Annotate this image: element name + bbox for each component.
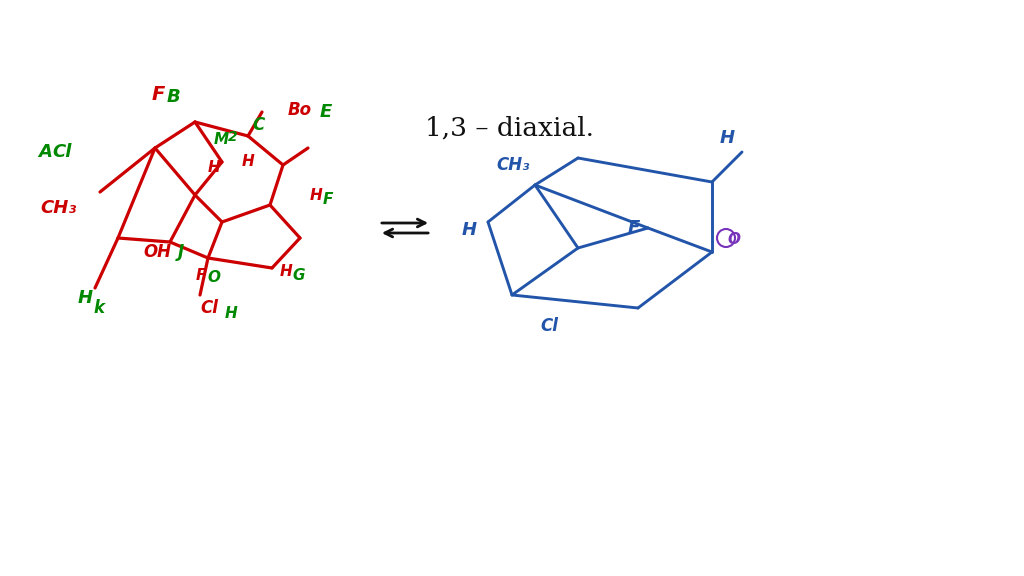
Text: F: F [628, 219, 640, 237]
Text: k: k [93, 299, 104, 317]
Text: CH₃: CH₃ [40, 199, 76, 217]
Text: F: F [196, 267, 207, 282]
Text: F: F [152, 85, 165, 104]
Text: B: B [167, 88, 181, 106]
Text: Cl: Cl [540, 317, 558, 335]
Text: 1,3 – diaxial.: 1,3 – diaxial. [425, 116, 594, 141]
Text: H: H [280, 264, 293, 279]
Text: H: H [78, 289, 93, 307]
Text: Bo: Bo [288, 101, 312, 119]
Text: H: H [310, 188, 323, 203]
Text: Cl: Cl [52, 143, 72, 161]
Text: H: H [720, 129, 735, 147]
Text: Cl: Cl [200, 299, 218, 317]
Text: OH: OH [143, 243, 171, 261]
Text: CH₃: CH₃ [496, 156, 529, 174]
Text: J: J [178, 243, 184, 261]
Text: F: F [323, 192, 334, 207]
Text: C: C [252, 116, 264, 134]
Text: O: O [207, 271, 220, 286]
Text: H: H [242, 154, 255, 169]
Text: M: M [214, 132, 229, 147]
Text: E: E [319, 103, 332, 121]
Text: G: G [292, 267, 304, 282]
Text: A: A [38, 143, 52, 161]
Text: 2: 2 [228, 130, 238, 144]
Text: H: H [225, 306, 238, 321]
Text: H: H [208, 160, 221, 175]
Text: O: O [727, 233, 740, 248]
Text: H: H [462, 221, 477, 239]
